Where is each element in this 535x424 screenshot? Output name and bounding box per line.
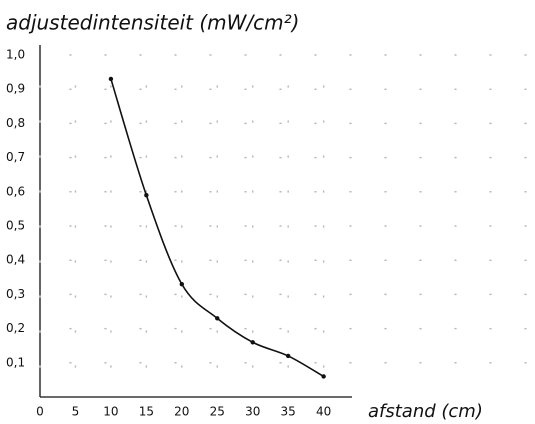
- y-tick-label: 0,7: [6, 150, 25, 164]
- data-point: [321, 374, 326, 379]
- y-tick-label: 0,1: [6, 355, 25, 369]
- x-tick-label: 5: [72, 405, 80, 419]
- y-tick-label: 1,0: [6, 48, 25, 62]
- y-tick-label: 0,2: [6, 321, 25, 335]
- x-tick-label: 20: [174, 405, 189, 419]
- data-point: [108, 76, 114, 82]
- y-tick-label: 0,4: [6, 253, 25, 267]
- data-point: [179, 281, 185, 287]
- y-tick-label: 0,8: [6, 116, 25, 130]
- data-point: [215, 316, 220, 321]
- x-tick-label: 25: [210, 405, 225, 419]
- data-point: [250, 340, 255, 345]
- x-tick-label: 35: [281, 405, 296, 419]
- y-tick-label: 0,6: [6, 184, 25, 198]
- x-axis-label: afstand (cm): [368, 401, 483, 422]
- data-point: [285, 353, 291, 359]
- x-tick-label: 0: [36, 405, 44, 419]
- y-tick-label: 0,5: [6, 219, 25, 233]
- x-tick-label: 30: [245, 405, 260, 419]
- chart-title: adjustedintensiteit (mW/cm²): [6, 11, 299, 35]
- x-tick-label: 10: [103, 405, 118, 419]
- data-point: [144, 193, 149, 198]
- y-tick-label: 0,9: [6, 82, 25, 96]
- x-tick-label: 15: [139, 405, 154, 419]
- y-tick-label: 0,3: [6, 287, 25, 301]
- x-tick-label: 40: [316, 405, 331, 419]
